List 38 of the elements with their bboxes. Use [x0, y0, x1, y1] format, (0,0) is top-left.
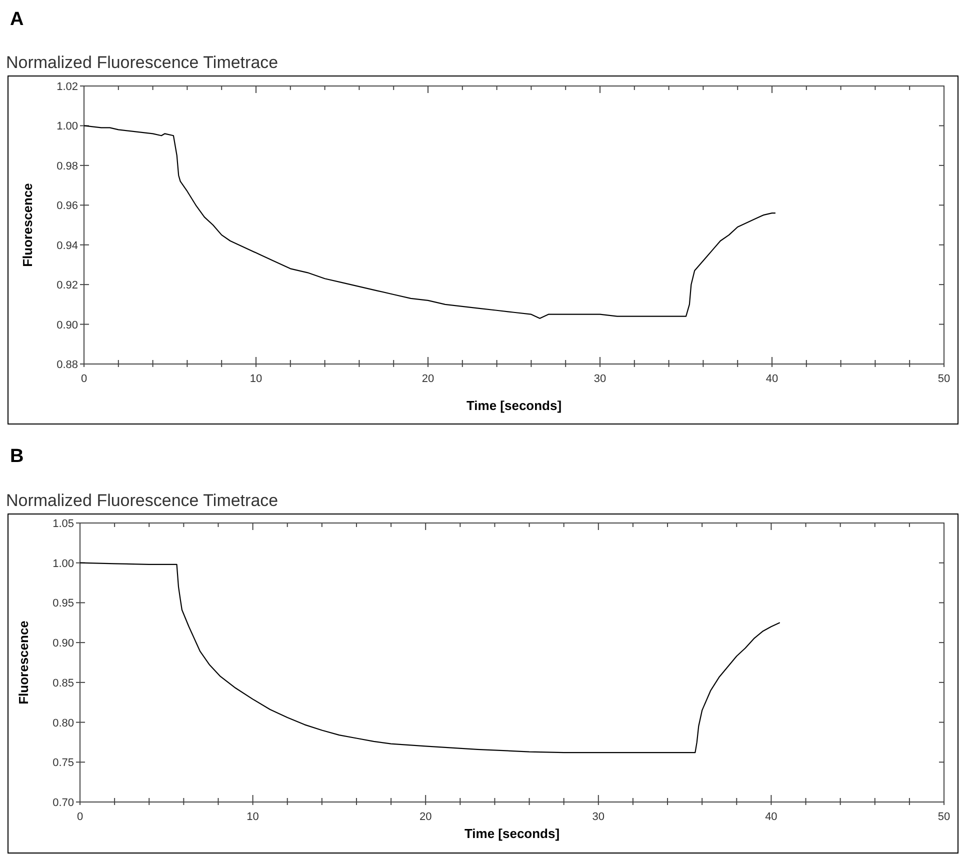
x-tick-label: 20: [422, 373, 434, 385]
y-tick-label: 1.05: [52, 518, 74, 530]
y-tick-label: 0.98: [56, 160, 78, 172]
x-tick-label: 30: [592, 811, 605, 823]
y-axis-title: Fluorescence: [16, 620, 31, 704]
x-tick-label: 20: [419, 811, 432, 823]
chart-title: Normalized Fluorescence Timetrace: [6, 53, 278, 72]
y-tick-label: 0.70: [52, 797, 74, 809]
x-tick-label: 50: [938, 373, 950, 385]
x-tick-label: 0: [76, 811, 84, 823]
y-tick-label: 0.85: [52, 677, 74, 690]
line-series: [83, 125, 776, 319]
y-tick-label: 0.96: [56, 200, 78, 212]
x-tick-label: 30: [594, 373, 606, 385]
y-tick-label: 0.94: [56, 240, 78, 252]
chart-title: Normalized Fluorescence Timetrace: [6, 491, 278, 510]
x-tick-label: 10: [250, 373, 262, 385]
x-axis-title: Time [seconds]: [464, 826, 560, 841]
y-tick-label: 0.90: [52, 638, 74, 650]
x-tick-label: 40: [766, 373, 778, 385]
x-tick-label: 50: [938, 811, 950, 823]
y-tick-label: 0.92: [56, 280, 78, 292]
y-tick-label: 1.00: [52, 558, 74, 570]
text: A: [10, 9, 24, 30]
text: B: [10, 446, 24, 467]
y-tick-label: 0.90: [56, 319, 78, 332]
y-tick-label: 0.75: [52, 757, 74, 770]
y-tick-label: 0.88: [56, 359, 78, 371]
y-axis-title: Fluorescence: [20, 183, 35, 267]
y-tick-label: 1.00: [56, 120, 78, 133]
y-tick-label: 1.02: [56, 81, 78, 93]
line-series: [79, 562, 780, 754]
x-tick-label: 0: [80, 373, 88, 385]
y-tick-label: 0.95: [52, 598, 74, 610]
x-tick-label: 10: [246, 811, 259, 823]
x-axis-title: Time [seconds]: [466, 398, 562, 413]
x-tick-label: 40: [765, 811, 778, 823]
y-tick-label: 0.80: [52, 717, 74, 730]
